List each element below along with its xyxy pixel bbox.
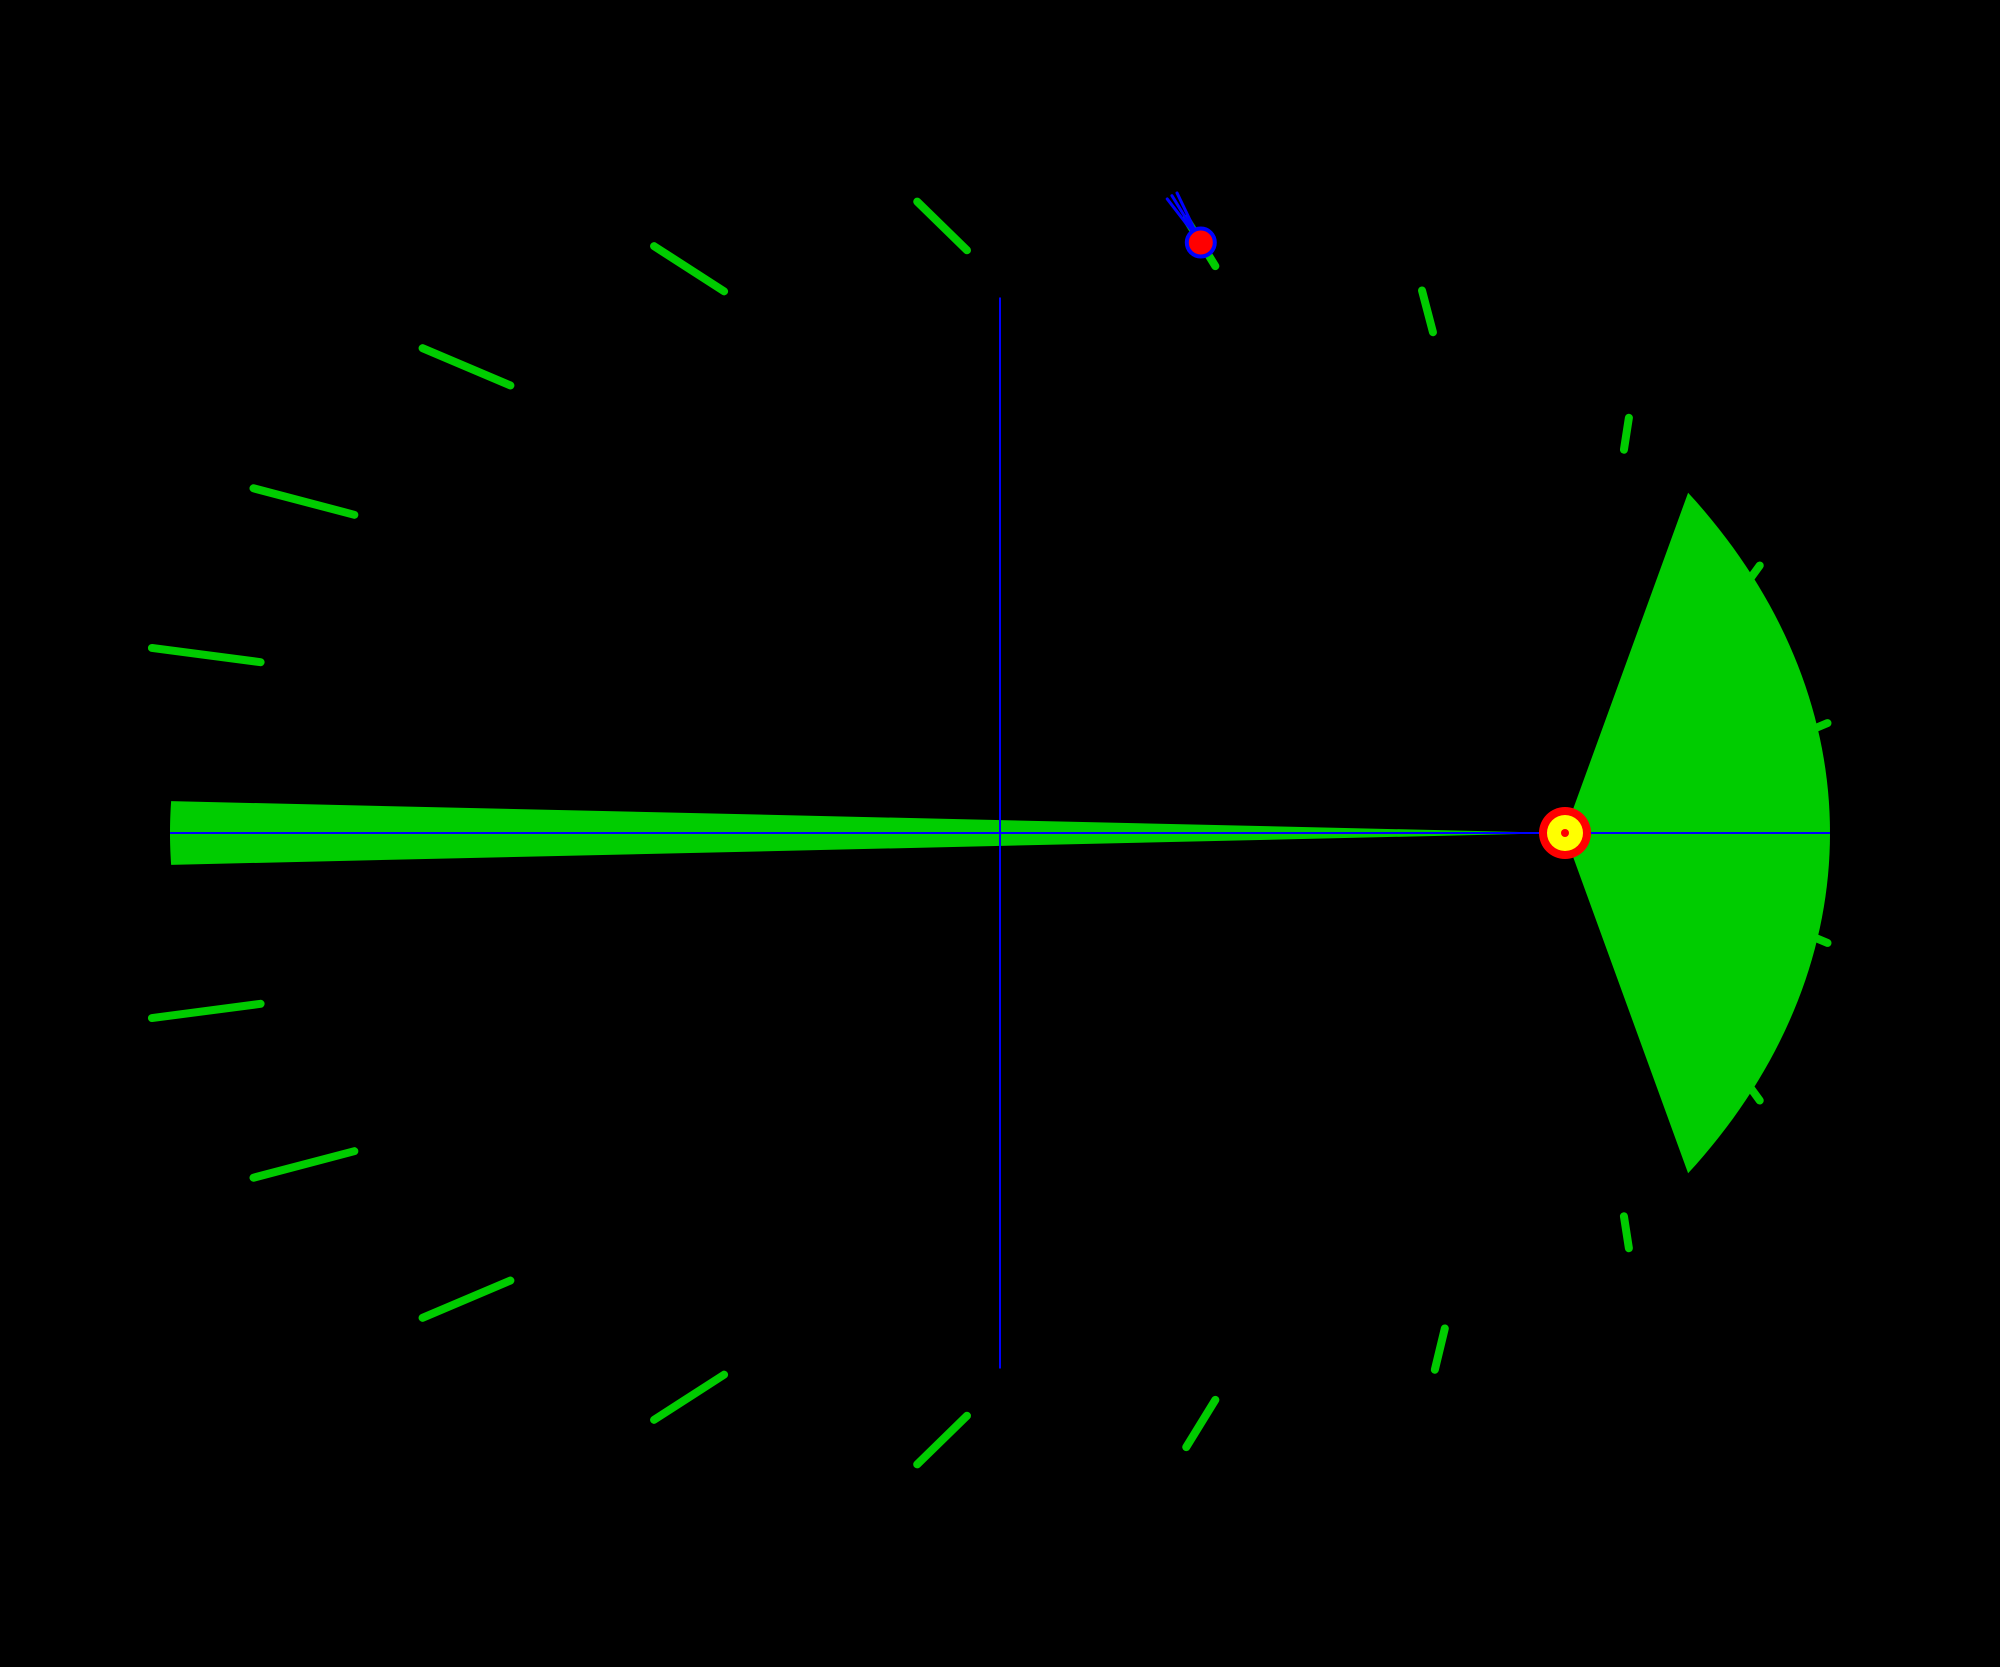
orbit-tick-2 <box>1624 418 1629 450</box>
sun-icon <box>1539 807 1591 859</box>
orbit-tick-17 <box>1624 1216 1629 1248</box>
orbital-diagram <box>0 0 2000 1667</box>
